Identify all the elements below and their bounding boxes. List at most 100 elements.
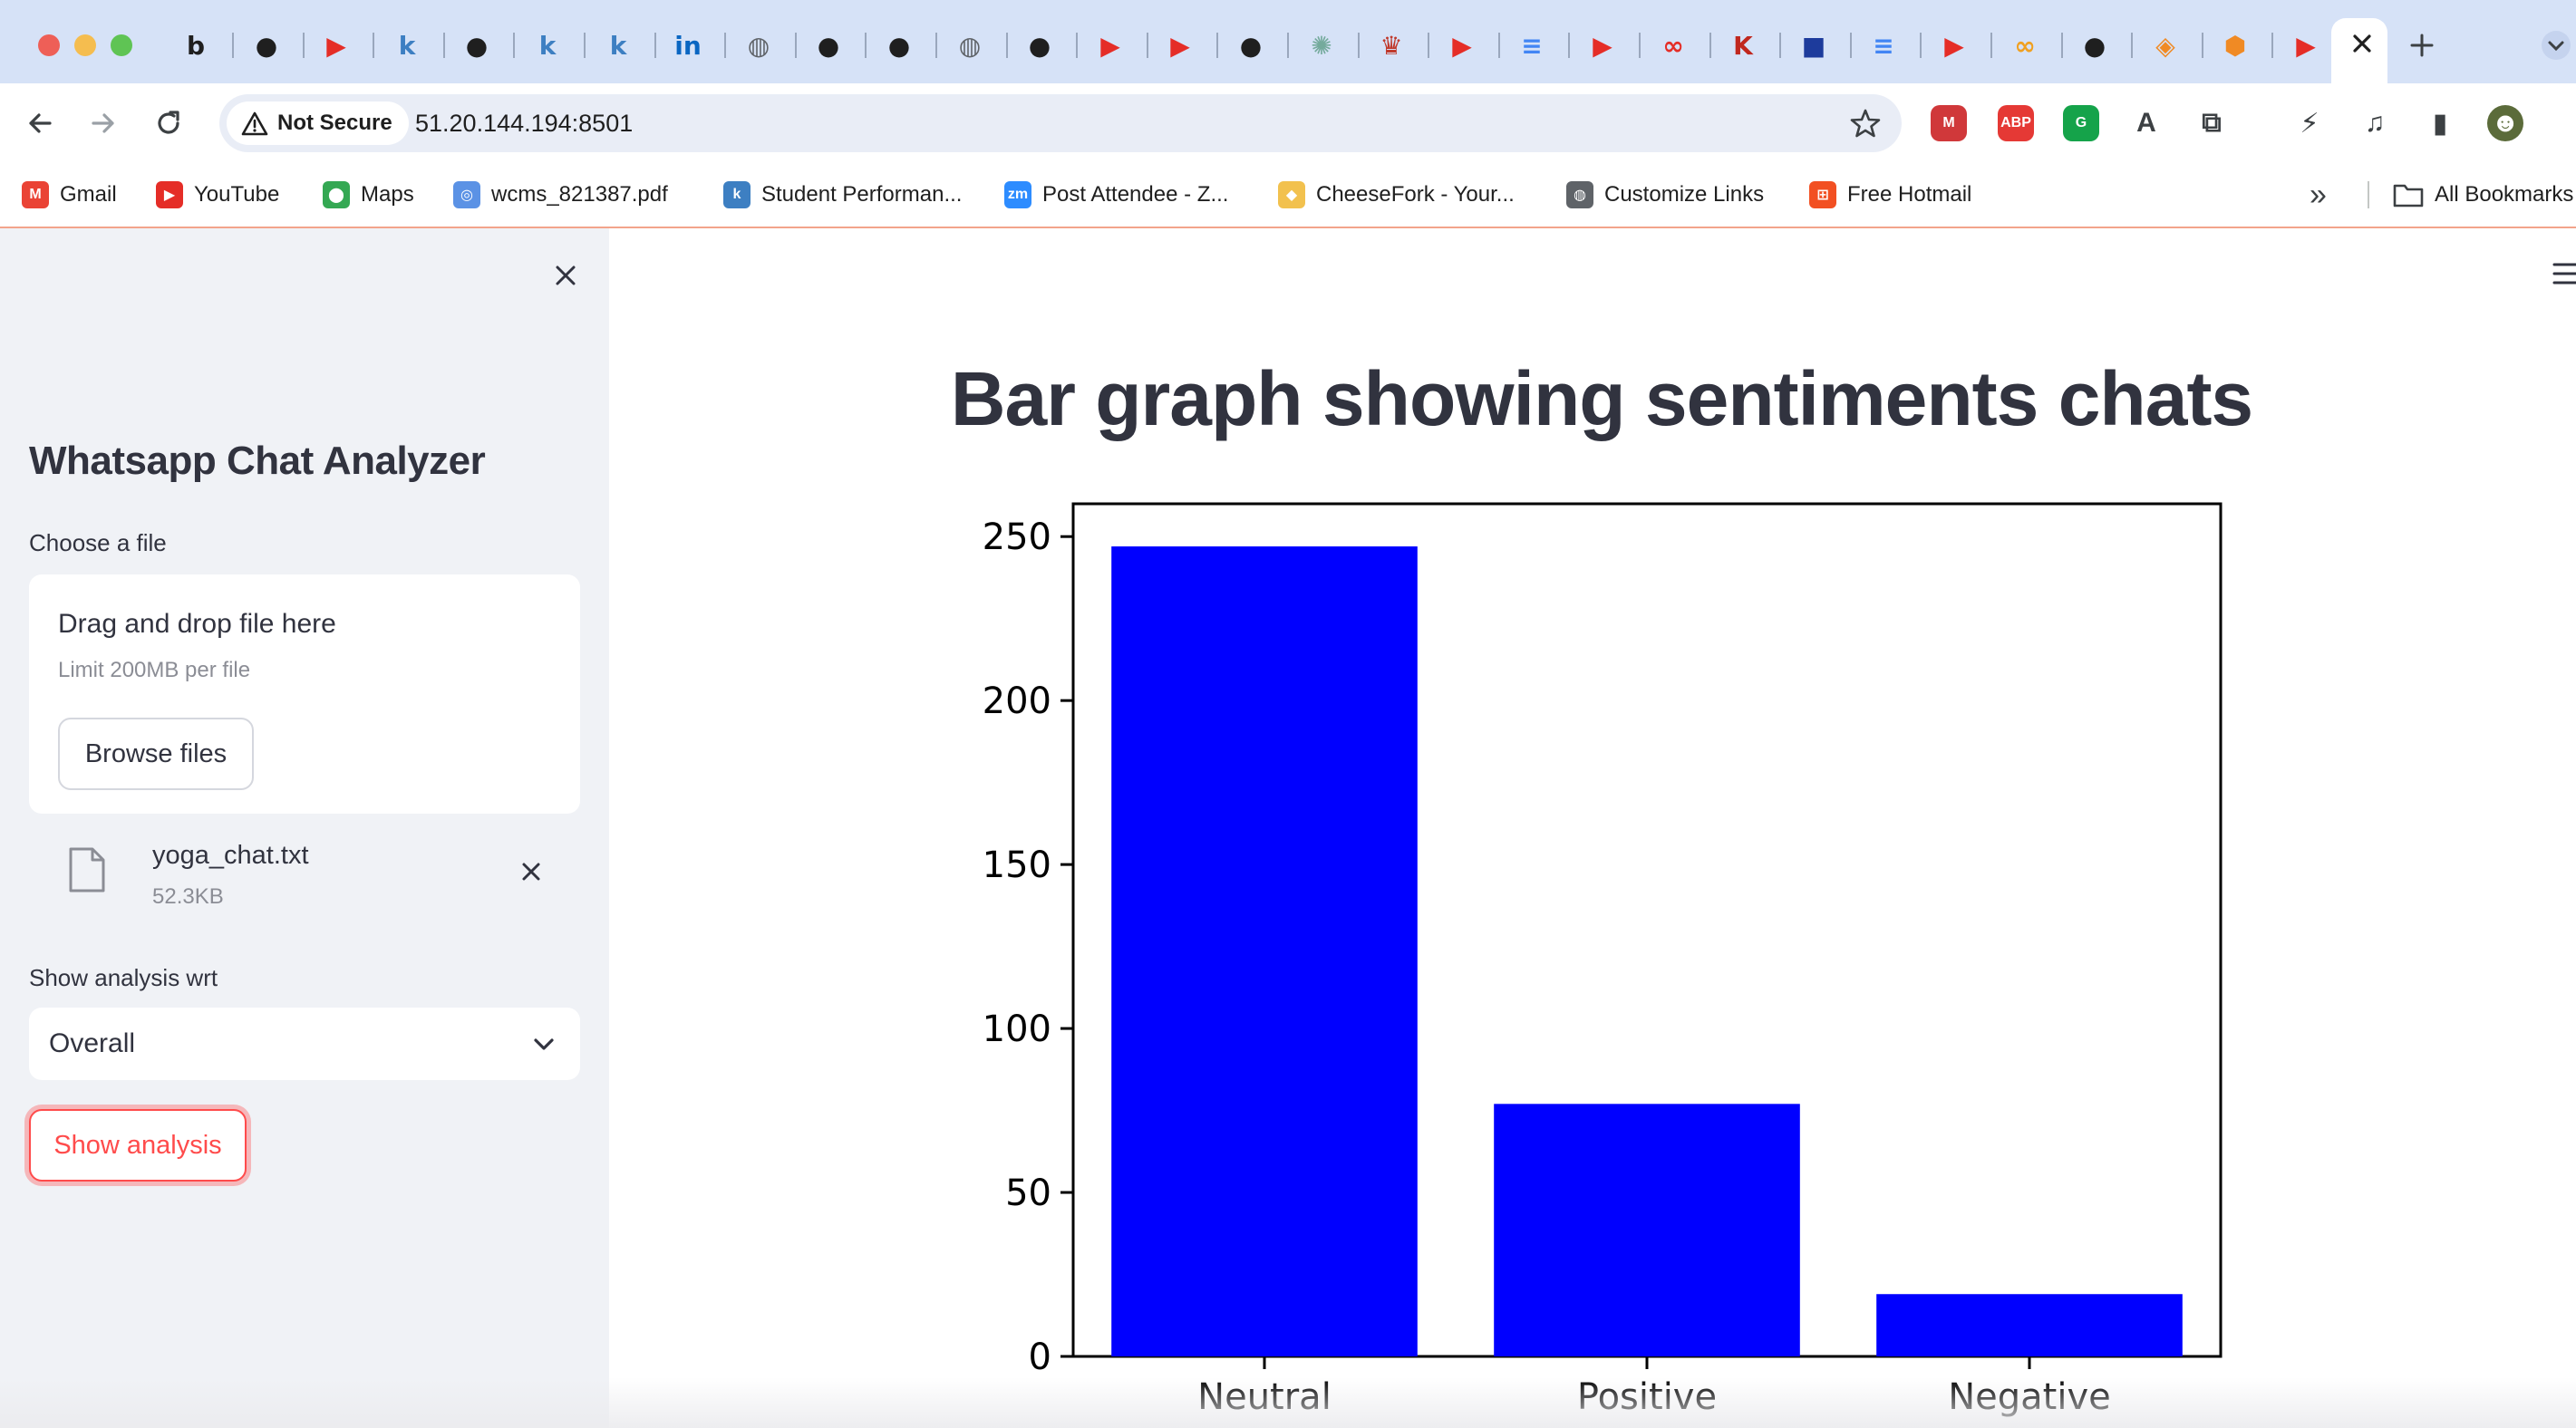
- crown-icon[interactable]: ♛: [1380, 30, 1403, 61]
- youtube-icon[interactable]: ▶: [2296, 30, 2316, 61]
- tab-separator: [1639, 33, 1641, 58]
- tab-separator: [1428, 33, 1429, 58]
- file-dropzone[interactable]: Drag and drop file here Limit 200MB per …: [29, 574, 580, 814]
- adblock-icon[interactable]: ABP: [1998, 105, 2034, 141]
- bookmark-item[interactable]: zm Post Attendee - Z...: [1004, 176, 1228, 214]
- docs-icon[interactable]: ≡: [1521, 30, 1543, 61]
- bookmark-item[interactable]: ⬤ Maps: [323, 176, 414, 214]
- globe-icon[interactable]: ◍: [747, 30, 770, 61]
- address-bar[interactable]: Not Secure 51.20.144.194:8501: [219, 94, 1902, 152]
- more-bookmarks-button[interactable]: »: [2310, 177, 2327, 212]
- performance-icon[interactable]: ⚡: [2300, 108, 2319, 139]
- profile-avatar-icon[interactable]: ☻: [2487, 105, 2523, 141]
- all-bookmarks-button[interactable]: All Bookmarks: [2393, 176, 2573, 214]
- k-app-icon: k: [723, 181, 751, 208]
- analysis-select[interactable]: Overall: [29, 1008, 580, 1080]
- openai-icon[interactable]: ✺: [1311, 30, 1332, 61]
- youtube-icon[interactable]: ▶: [1593, 30, 1612, 61]
- tab-separator: [1850, 33, 1852, 58]
- grammarly-icon[interactable]: G: [2063, 105, 2099, 141]
- github-icon[interactable]: ●: [1028, 30, 1051, 61]
- tab-search-icon[interactable]: [2538, 27, 2574, 63]
- browse-files-button[interactable]: Browse files: [58, 718, 254, 790]
- url-text[interactable]: 51.20.144.194:8501: [415, 110, 634, 137]
- bookmark-item[interactable]: ◍ Customize Links: [1566, 176, 1764, 214]
- mendeley-icon[interactable]: M: [1931, 105, 1967, 141]
- tab-separator: [232, 33, 234, 58]
- zoom-icon: zm: [1004, 181, 1031, 208]
- remove-file-icon[interactable]: [513, 854, 549, 890]
- bar-neutral: [1111, 546, 1418, 1356]
- y-tick-label: 250: [983, 516, 1051, 558]
- bookmark-item[interactable]: k Student Performan...: [723, 176, 962, 214]
- bookmark-label: YouTube: [194, 182, 280, 207]
- analysis-select-label: Show analysis wrt: [29, 964, 218, 991]
- media-control-icon[interactable]: ♫: [2364, 108, 2386, 138]
- tab-close-icon[interactable]: [2346, 27, 2378, 60]
- sentiment-bar-chart: NeutralPositiveNegative050100150200250: [983, 502, 2223, 1418]
- puzzle-icon[interactable]: ■: [1801, 30, 1826, 61]
- window-close-button[interactable]: [38, 34, 60, 56]
- show-analysis-button[interactable]: Show analysis: [29, 1109, 247, 1182]
- k-app-icon[interactable]: k: [538, 30, 557, 61]
- hamburger-menu-icon[interactable]: [2549, 256, 2576, 292]
- bar-negative: [1876, 1294, 2183, 1356]
- github-icon[interactable]: ●: [255, 30, 278, 61]
- extensions-icon[interactable]: ⧉: [2202, 108, 2222, 138]
- arrow-right-icon: [92, 113, 114, 133]
- spellcheck-icon[interactable]: A: [2136, 108, 2156, 138]
- new-tab-icon[interactable]: [2404, 27, 2440, 63]
- linkedin-icon[interactable]: in: [674, 30, 702, 61]
- bookmark-label: Free Hotmail: [1847, 182, 1972, 207]
- beeper-icon[interactable]: b: [186, 30, 206, 61]
- back-button[interactable]: [18, 101, 62, 145]
- bookmark-divider: [2368, 181, 2369, 208]
- tab-separator: [2271, 33, 2273, 58]
- globe-icon[interactable]: ◍: [958, 30, 982, 61]
- coursera-icon[interactable]: ∞: [2014, 30, 2036, 61]
- github-icon[interactable]: ●: [817, 30, 840, 61]
- window-zoom-button[interactable]: [111, 34, 132, 56]
- tab-separator: [1006, 33, 1008, 58]
- security-chip[interactable]: Not Secure: [227, 101, 409, 145]
- close-sidebar-icon[interactable]: [547, 257, 584, 294]
- chart-title: Bar graph showing sentiments chats: [950, 356, 2253, 441]
- youtube-icon[interactable]: ▶: [326, 30, 346, 61]
- uploaded-file-row: yoga_chat.txt 52.3KB: [29, 826, 580, 917]
- bottom-fade: [0, 1377, 2576, 1428]
- docs-icon[interactable]: ≡: [1873, 30, 1894, 61]
- github-icon[interactable]: ●: [1239, 30, 1263, 61]
- github-icon[interactable]: ●: [465, 30, 489, 61]
- youtube-icon[interactable]: ▶: [1170, 30, 1190, 61]
- dropzone-limit: Limit 200MB per file: [58, 658, 251, 682]
- k-app-icon[interactable]: k: [398, 30, 416, 61]
- bookmark-item[interactable]: ◎ wcms_821387.pdf: [453, 176, 668, 214]
- tab-separator: [1920, 33, 1922, 58]
- bookmark-item[interactable]: ▶ YouTube: [156, 176, 279, 214]
- box-icon[interactable]: ⬢: [2223, 30, 2247, 61]
- bookmark-item[interactable]: ⊞ Free Hotmail: [1809, 176, 1971, 214]
- bookmark-star-icon[interactable]: [1849, 107, 1882, 140]
- k-red-icon[interactable]: K: [1733, 30, 1753, 61]
- window-minimize-button[interactable]: [74, 34, 96, 56]
- coursera-icon[interactable]: ∞: [1662, 30, 1684, 61]
- active-tab[interactable]: [2331, 18, 2387, 83]
- k-app-icon[interactable]: k: [609, 30, 627, 61]
- orange-app-icon[interactable]: ◈: [2155, 30, 2175, 61]
- youtube-icon[interactable]: ▶: [1944, 30, 1964, 61]
- side-panel-icon[interactable]: ▮: [2432, 108, 2448, 139]
- youtube-icon[interactable]: ▶: [1100, 30, 1120, 61]
- reload-button[interactable]: [147, 101, 190, 145]
- bookmark-item[interactable]: M Gmail: [22, 176, 117, 214]
- github-icon[interactable]: ●: [2083, 30, 2106, 61]
- bookmark-item[interactable]: ◆ CheeseFork - Your...: [1278, 176, 1515, 214]
- uploaded-file-name: yoga_chat.txt: [152, 841, 309, 870]
- warning-triangle-icon: [241, 111, 268, 136]
- tab-separator: [1358, 33, 1360, 58]
- youtube-icon[interactable]: ▶: [1452, 30, 1472, 61]
- bookmark-label: Post Attendee - Z...: [1042, 182, 1229, 207]
- github-icon[interactable]: ●: [887, 30, 911, 61]
- tab-separator: [1779, 33, 1781, 58]
- bookmark-label: Maps: [361, 182, 414, 207]
- forward-button[interactable]: [82, 101, 125, 145]
